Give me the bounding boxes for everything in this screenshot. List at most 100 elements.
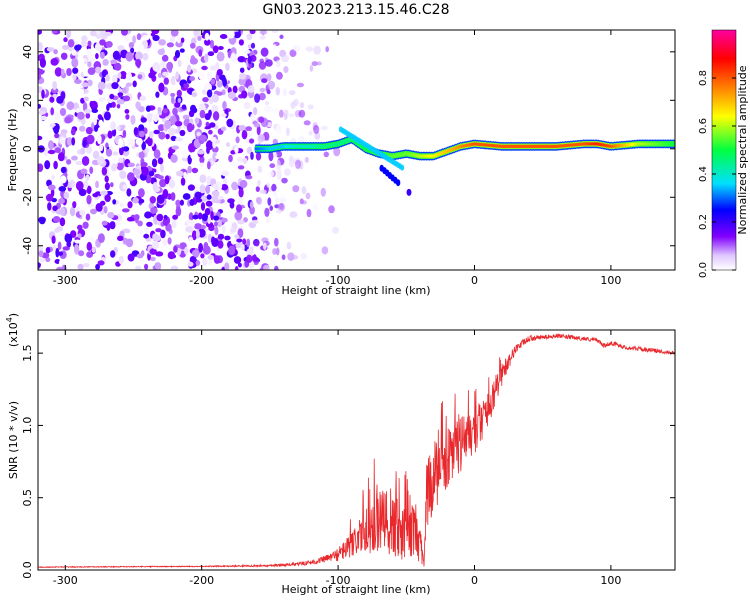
noise-blob bbox=[197, 212, 203, 220]
noise-blob bbox=[130, 115, 136, 125]
noise-blob bbox=[40, 115, 47, 121]
noise-blob bbox=[231, 161, 240, 167]
noise-blob bbox=[169, 179, 176, 189]
noise-blob bbox=[207, 161, 211, 170]
noise-blob bbox=[153, 149, 161, 159]
noise-blob bbox=[174, 102, 181, 108]
noise-blob bbox=[95, 53, 99, 60]
spectrogram-y-axis-label: Frequency (Hz) bbox=[6, 109, 19, 192]
signal-tail-cell bbox=[395, 179, 401, 187]
noise-blob bbox=[177, 59, 182, 67]
noise-blob bbox=[56, 96, 64, 104]
noise-blob bbox=[181, 148, 189, 159]
noise-blob bbox=[71, 57, 79, 68]
noise-blob bbox=[107, 130, 113, 139]
colorbar-tick-label: 0.2 bbox=[698, 214, 709, 230]
noise-blob bbox=[207, 254, 214, 260]
noise-blob bbox=[187, 64, 192, 73]
y-tick-label: 40 bbox=[21, 45, 34, 59]
noise-blob bbox=[237, 262, 242, 268]
noise-blob bbox=[212, 183, 220, 190]
noise-blob bbox=[201, 65, 208, 71]
noise-blob bbox=[196, 198, 203, 203]
noise-blob bbox=[105, 148, 113, 157]
noise-blob bbox=[279, 109, 284, 118]
noise-blob bbox=[51, 174, 55, 180]
signal-branch-cell bbox=[400, 164, 405, 171]
noise-blob bbox=[217, 46, 224, 50]
noise-blob bbox=[171, 145, 180, 150]
noise-blob bbox=[120, 124, 126, 130]
noise-blob bbox=[241, 90, 248, 99]
colorbar-label: Normalized spectral amplitude bbox=[736, 65, 749, 234]
snr-y-ticks: 0.0 0.5 1.0 1.5 bbox=[21, 344, 675, 579]
noise-blob bbox=[279, 202, 284, 210]
noise-blob bbox=[190, 42, 196, 49]
noise-blob bbox=[228, 245, 236, 256]
noise-blob bbox=[191, 167, 199, 174]
noise-blob bbox=[186, 219, 193, 225]
noise-blob bbox=[51, 235, 56, 244]
noise-blob bbox=[38, 42, 43, 51]
noise-blob bbox=[219, 74, 226, 81]
noise-blob bbox=[101, 70, 107, 78]
noise-blob bbox=[46, 47, 55, 52]
noise-blob bbox=[293, 98, 299, 107]
noise-blob bbox=[275, 124, 282, 134]
noise-blob bbox=[58, 198, 65, 204]
noise-blob bbox=[127, 201, 133, 209]
noise-blob bbox=[133, 224, 139, 231]
noise-blob bbox=[135, 59, 142, 67]
noise-blob bbox=[263, 264, 270, 270]
noise-blob bbox=[157, 124, 165, 132]
noise-blob bbox=[325, 46, 330, 53]
noise-blob bbox=[138, 151, 145, 159]
noise-blob bbox=[105, 191, 113, 196]
noise-blob bbox=[254, 80, 258, 88]
noise-blob bbox=[172, 214, 179, 220]
noise-blob bbox=[52, 205, 58, 212]
noise-blob bbox=[57, 152, 65, 162]
noise-blob bbox=[198, 49, 203, 57]
noise-blob bbox=[125, 71, 132, 81]
noise-blob bbox=[121, 208, 130, 213]
noise-blob bbox=[164, 119, 172, 130]
noise-blob bbox=[239, 73, 247, 80]
x-tick-label: -200 bbox=[189, 574, 214, 587]
spectrogram-signal-track bbox=[254, 126, 675, 196]
noise-blob bbox=[132, 80, 137, 88]
noise-blob bbox=[95, 203, 103, 212]
noise-blob bbox=[140, 117, 147, 123]
noise-blob bbox=[135, 51, 143, 61]
noise-blob bbox=[199, 155, 205, 164]
noise-blob bbox=[257, 134, 266, 143]
noise-blob bbox=[175, 206, 182, 217]
noise-blob bbox=[39, 58, 47, 68]
noise-blob bbox=[111, 163, 117, 172]
noise-blob bbox=[89, 100, 94, 108]
noise-blob bbox=[52, 93, 58, 98]
noise-blob bbox=[328, 205, 335, 214]
noise-blob bbox=[98, 119, 104, 127]
noise-blob bbox=[188, 236, 194, 242]
noise-blob bbox=[220, 184, 229, 191]
noise-blob bbox=[207, 233, 213, 243]
y-tick-label: 1.0 bbox=[21, 417, 34, 435]
noise-blob bbox=[146, 136, 153, 147]
noise-blob bbox=[231, 181, 239, 191]
spectrogram-y-ticks: -40 -20 0 20 40 bbox=[21, 45, 675, 255]
noise-blob bbox=[199, 184, 206, 194]
noise-blob bbox=[72, 102, 79, 110]
noise-blob bbox=[228, 154, 233, 163]
noise-blob bbox=[313, 161, 320, 171]
noise-blob bbox=[90, 208, 97, 215]
noise-blob bbox=[276, 59, 281, 68]
noise-blob bbox=[198, 242, 204, 253]
noise-blob bbox=[311, 61, 318, 67]
noise-blob bbox=[234, 234, 240, 240]
noise-blob bbox=[227, 91, 236, 100]
noise-blob bbox=[151, 158, 158, 168]
noise-blob bbox=[138, 188, 145, 198]
noise-blob bbox=[127, 172, 135, 182]
noise-blob bbox=[45, 257, 51, 263]
